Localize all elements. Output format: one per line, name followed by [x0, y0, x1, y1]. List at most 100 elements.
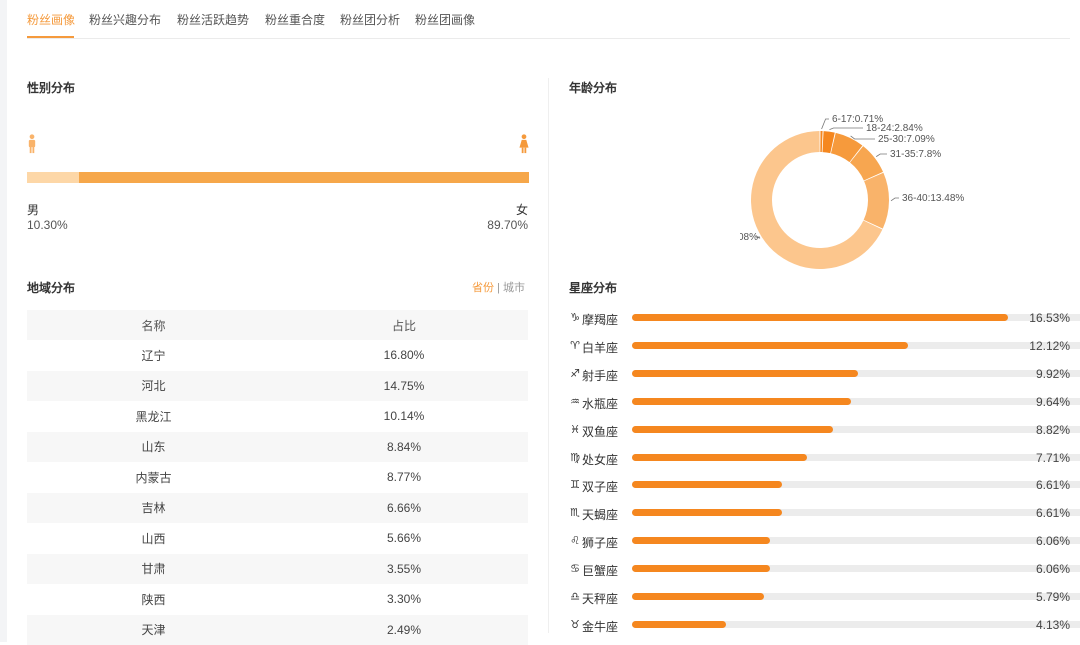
zodiac-label: 金牛座: [582, 618, 618, 635]
zodiac-label: 射手座: [582, 367, 618, 384]
tab-fan-group-analysis[interactable]: 粉丝团分析: [340, 11, 400, 28]
zodiac-bar-fill: [632, 454, 807, 461]
tab-fan-interest[interactable]: 粉丝兴趣分布: [89, 11, 161, 28]
region-share-cell: 3.30%: [280, 584, 528, 615]
gender-title: 性别分布: [27, 79, 75, 96]
zodiac-icon: ♊: [569, 478, 581, 491]
donut-slice-6-17[interactable]: [820, 131, 822, 152]
zodiac-row: ♒水瓶座 9.64%: [569, 395, 1074, 409]
active-tab-underline: [27, 36, 74, 38]
column-header-share: 占比: [280, 310, 528, 340]
zodiac-percent: 9.64%: [1036, 395, 1070, 409]
zodiac-bar-track: [632, 593, 1080, 600]
zodiac-row: ♌狮子座 6.06%: [569, 534, 1074, 548]
zodiac-label: 巨蟹座: [582, 562, 618, 579]
age-donut-svg: 6-17:0.71%18-24:2.84%25-30:7.09%31-35:7.…: [740, 110, 1070, 280]
zodiac-bar-fill: [632, 481, 782, 488]
female-label: 女: [516, 201, 528, 218]
zodiac-icon: ♑: [569, 311, 581, 324]
zodiac-bar-fill: [632, 342, 908, 349]
zodiac-percent: 7.71%: [1036, 451, 1070, 465]
zodiac-bar-track: [632, 537, 1080, 544]
zodiac-percent: 9.92%: [1036, 367, 1070, 381]
tab-fan-portrait[interactable]: 粉丝画像: [27, 11, 75, 28]
donut-leader-line: [891, 198, 899, 201]
zodiac-title: 星座分布: [569, 279, 617, 296]
donut-leader-line: [822, 119, 829, 129]
donut-slice-36-40[interactable]: [864, 173, 889, 229]
gender-ratio-bar: [27, 172, 529, 183]
switch-city[interactable]: 城市: [503, 282, 525, 294]
age-title: 年龄分布: [569, 79, 617, 96]
region-name-cell: 山西: [27, 523, 280, 554]
zodiac-bar-track: [632, 342, 1080, 349]
zodiac-bar-track: [632, 314, 1080, 321]
column-divider: [548, 78, 549, 633]
male-percent: 10.30%: [27, 218, 68, 232]
switch-province[interactable]: 省份: [472, 282, 494, 294]
zodiac-percent: 8.82%: [1036, 423, 1070, 437]
donut-leader-line: [829, 128, 863, 130]
zodiac-percent: 4.13%: [1036, 618, 1070, 632]
zodiac-bar-track: [632, 426, 1080, 433]
zodiac-icon: ♌: [569, 534, 581, 547]
donut-label: 36-40:13.48%: [902, 193, 964, 204]
region-share-cell: 3.55%: [280, 554, 528, 585]
zodiac-label: 水瓶座: [582, 395, 618, 412]
donut-label: 18-24:2.84%: [866, 123, 923, 134]
donut-leader-line: [851, 136, 875, 139]
zodiac-label: 处女座: [582, 451, 618, 468]
tab-fan-activity[interactable]: 粉丝活跃趋势: [177, 11, 249, 28]
zodiac-icon: ♒: [569, 395, 581, 408]
zodiac-label: 天秤座: [582, 590, 618, 607]
region-share-cell: 10.14%: [280, 401, 528, 432]
zodiac-percent: 6.06%: [1036, 534, 1070, 548]
female-segment: [79, 172, 529, 183]
male-icon: [26, 134, 38, 154]
zodiac-label: 天蝎座: [582, 506, 618, 523]
left-gutter: [0, 0, 7, 642]
donut-label: 31-35:7.8%: [890, 149, 941, 160]
female-percent: 89.70%: [487, 218, 528, 232]
tab-fan-group-portrait[interactable]: 粉丝团画像: [415, 11, 475, 28]
zodiac-percent: 16.53%: [1029, 311, 1070, 325]
zodiac-label: 狮子座: [582, 534, 618, 551]
switch-separator: |: [497, 282, 500, 294]
tab-fan-overlap[interactable]: 粉丝重合度: [265, 11, 325, 28]
male-label: 男: [27, 201, 39, 218]
zodiac-bar-track: [632, 509, 1080, 516]
region-name-cell: 辽宁: [27, 340, 280, 371]
zodiac-bar-track: [632, 565, 1080, 572]
zodiac-percent: 6.06%: [1036, 562, 1070, 576]
male-segment: [27, 172, 79, 183]
zodiac-icon: ♐: [569, 367, 581, 380]
region-name-cell: 吉林: [27, 493, 280, 524]
region-share-cell: 2.49%: [280, 615, 528, 645]
zodiac-percent: 6.61%: [1036, 478, 1070, 492]
region-name-cell: 内蒙古: [27, 462, 280, 493]
zodiac-icon: ♉: [569, 618, 581, 631]
zodiac-bar-track: [632, 481, 1080, 488]
region-name-cell: 河北: [27, 371, 280, 402]
zodiac-icon: ♏: [569, 506, 581, 519]
region-share-cell: 8.77%: [280, 462, 528, 493]
region-name-cell: 山东: [27, 432, 280, 463]
region-share-cell: 16.80%: [280, 340, 528, 371]
region-share-cell: 8.84%: [280, 432, 528, 463]
zodiac-percent: 5.79%: [1036, 590, 1070, 604]
column-header-name: 名称: [27, 310, 280, 340]
zodiac-percent: 12.12%: [1029, 339, 1070, 353]
